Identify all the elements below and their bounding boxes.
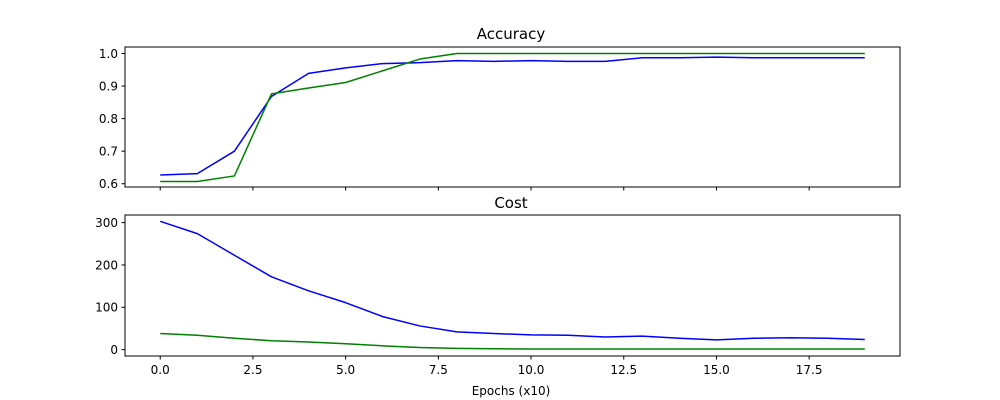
cost-series-line-2 xyxy=(160,332,865,350)
accuracy-y-tick-label: 0.7 xyxy=(99,144,118,158)
accuracy-series-line-1 xyxy=(160,56,865,176)
accuracy-y-tick-label: 0.9 xyxy=(99,79,118,93)
cost-y-tick-label: 300 xyxy=(95,216,118,230)
cost-x-axis-label: Epochs (x10) xyxy=(472,384,551,398)
accuracy-title: Accuracy xyxy=(477,25,546,43)
cost-title: Cost xyxy=(494,194,527,212)
cost-plot-frame xyxy=(124,214,901,357)
cost-y-tick-label: 200 xyxy=(95,258,118,272)
accuracy-axes: Accuracy 0.6 0.7 0.8 0.9 1.0 xyxy=(99,25,901,191)
cost-x-tick-label: 5.0 xyxy=(336,363,355,377)
cost-axes: Cost Epochs (x10) 0.0 2.5 5.0 7.5 10.0 12.5 15… xyxy=(95,194,901,398)
accuracy-y-tick-label: 0.6 xyxy=(99,177,118,191)
cost-x-tick-label: 0.0 xyxy=(151,363,170,377)
cost-x-tick-label: 2.5 xyxy=(243,363,262,377)
cost-y-tick-label: 100 xyxy=(95,301,118,315)
cost-x-tick-label: 10.0 xyxy=(518,363,545,377)
cost-y-tick-label: 0 xyxy=(110,343,118,357)
cost-series-line-1 xyxy=(159,220,865,341)
cost-x-tick-label: 15.0 xyxy=(703,363,730,377)
accuracy-series-line-2 xyxy=(160,52,865,183)
cost-x-tick-label: 7.5 xyxy=(429,363,448,377)
cost-x-tick-label: 17.5 xyxy=(796,363,823,377)
accuracy-y-tick-label: 1.0 xyxy=(99,47,118,61)
accuracy-y-tick-label: 0.8 xyxy=(99,112,118,126)
accuracy-plot-frame xyxy=(124,46,901,188)
cost-x-tick-label: 12.5 xyxy=(610,363,637,377)
